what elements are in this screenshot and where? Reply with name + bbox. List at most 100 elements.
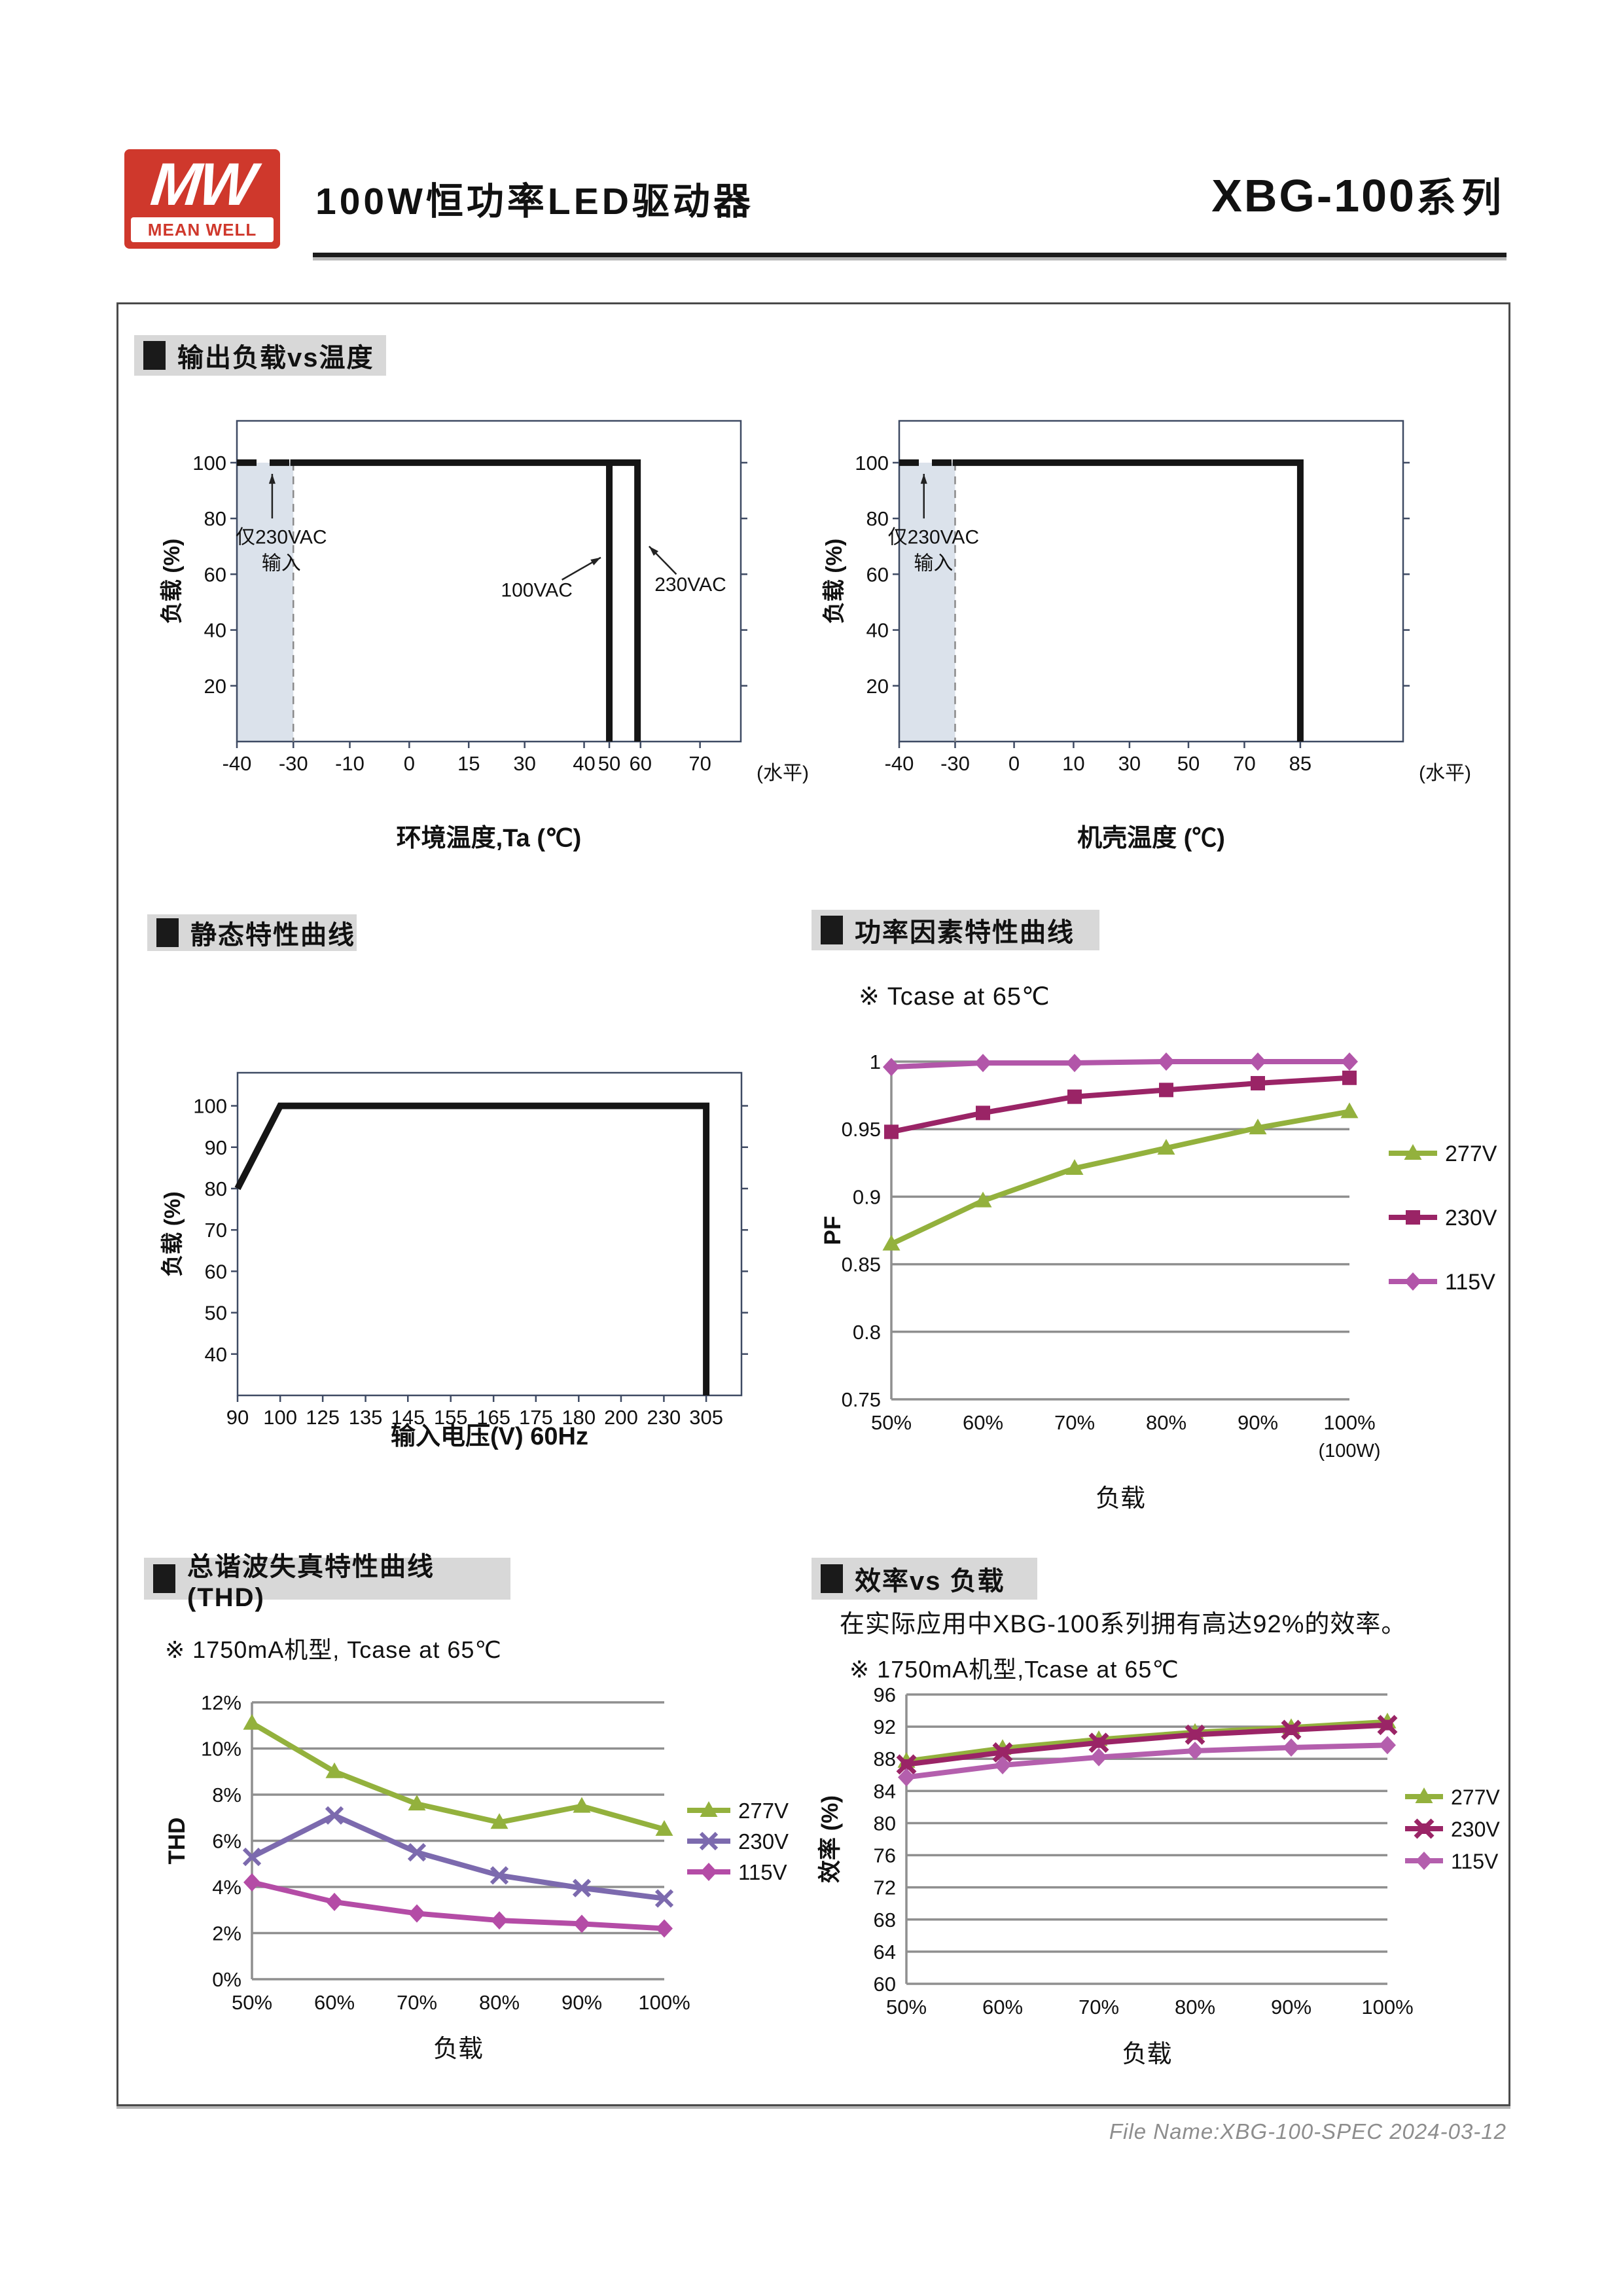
chart-static-characteristic: 40 50 60 70 80 90 100 90 100 125 135 145 155 165 175 18… xyxy=(160,1071,748,1450)
x-tick-label: 80% xyxy=(1146,1411,1186,1434)
series-marker xyxy=(896,1754,917,1775)
section-header-output-load-vs-temp: 输出负载vs温度 xyxy=(134,335,386,376)
section-label: 效率vs 负载 xyxy=(855,1567,1005,1596)
y-tick-label: 84 xyxy=(874,1780,896,1803)
series-marker xyxy=(1159,1083,1173,1098)
x-tick-label: 0 xyxy=(1008,752,1020,775)
series-marker xyxy=(1249,1052,1266,1071)
y-tick-label: 12% xyxy=(201,1691,241,1714)
y-tick-label: 60 xyxy=(205,1260,227,1283)
series-marker xyxy=(882,1234,901,1251)
x-tick-label: 155 xyxy=(434,1406,468,1429)
series-marker xyxy=(699,1831,719,1851)
y-tick-label: 0.9 xyxy=(853,1185,881,1208)
series-line-277V xyxy=(250,1721,666,1832)
series-title: XBG-100系列 xyxy=(1211,165,1507,223)
series-marker xyxy=(1341,1052,1358,1071)
legend-label: 115V xyxy=(738,1860,787,1884)
y-tick-label: 0.75 xyxy=(842,1388,881,1411)
logo-brand-text: MEAN WELL xyxy=(131,217,274,242)
series-marker xyxy=(408,1904,425,1923)
x-tick-label: 165 xyxy=(476,1406,510,1429)
x-tick-label: 145 xyxy=(391,1406,425,1429)
legend-label: 277V xyxy=(738,1799,789,1823)
y-tick-label: 60 xyxy=(204,563,226,586)
series-marker xyxy=(243,1713,261,1730)
series-marker xyxy=(1186,1741,1204,1760)
x-tick-label: 80% xyxy=(1175,1996,1215,2018)
series-marker xyxy=(1249,1119,1267,1135)
y-tick-label: 10% xyxy=(201,1738,241,1761)
section-header-thd: 总谐波失真特性曲线(THD) xyxy=(144,1552,510,1612)
header-rule xyxy=(313,253,1507,257)
x-tick-label: 50% xyxy=(232,1991,272,2014)
y-tick-label: 80 xyxy=(874,1812,896,1835)
plot-frame xyxy=(236,1071,743,1397)
shaded-region xyxy=(237,462,294,742)
series-marker xyxy=(883,1058,900,1077)
x-tick-label: 40 xyxy=(573,752,595,775)
x-tick-label: 100% xyxy=(1361,1996,1413,2018)
series-marker xyxy=(654,1889,674,1908)
section-header-static-characteristic: 静态特性曲线 xyxy=(147,914,357,951)
series-line-230V xyxy=(891,1075,1350,1135)
derating-line xyxy=(290,459,641,742)
series-marker xyxy=(407,1843,427,1862)
y-tick-label: 0.95 xyxy=(842,1118,881,1141)
x-axis-label: 负载 xyxy=(1096,1485,1145,1513)
y-tick-label: 6% xyxy=(212,1830,241,1853)
x-tick-label: 90% xyxy=(562,1991,602,2014)
y-tick-label: 8% xyxy=(212,1784,241,1806)
x-tick-label: -40 xyxy=(223,752,252,775)
annotation-text: 230VAC xyxy=(654,574,726,596)
y-tick-label: 2% xyxy=(212,1922,241,1945)
x-tick-label: 30 xyxy=(513,752,535,775)
chart-thd-vs-load: 0% 2% 4% 6% 8% 10% 12% 50% 60% 70% 80% 90% 100% 277V 2… xyxy=(164,1691,789,2063)
section-header-power-factor: 功率因素特性曲线 xyxy=(812,910,1099,950)
series-marker xyxy=(1066,1054,1083,1073)
legend-label: 230V xyxy=(738,1829,789,1854)
x-tick-label: 90% xyxy=(1238,1411,1278,1434)
series-marker xyxy=(243,1873,260,1892)
series-marker xyxy=(656,1919,673,1938)
series-marker xyxy=(1281,1719,1302,1740)
x-tick-label: 60% xyxy=(982,1996,1023,2018)
footer-filename: File Name:XBG-100-SPEC 2024-03-12 xyxy=(1109,2119,1507,2144)
x-tick-label: 90 xyxy=(226,1406,249,1429)
series-marker xyxy=(408,1795,426,1811)
series-marker xyxy=(992,1742,1013,1763)
section-header-efficiency: 效率vs 负载 xyxy=(812,1558,1037,1600)
logo-mw-text: MW xyxy=(147,151,257,218)
y-tick-label: 0% xyxy=(212,1968,241,1991)
series-line-277V xyxy=(890,1109,1350,1247)
y-tick-label: 92 xyxy=(874,1715,896,1738)
x-tick-label: 100% xyxy=(638,1991,690,2014)
series-marker xyxy=(700,1863,717,1881)
x-tick-label: 0 xyxy=(404,752,415,775)
legend-label: 230V xyxy=(1445,1206,1497,1230)
series-marker xyxy=(1067,1089,1082,1104)
y-axis-label: 负载 (%) xyxy=(160,1191,185,1276)
series-marker xyxy=(490,1866,509,1885)
x-tick-label: 70% xyxy=(1054,1411,1095,1434)
y-tick-label: 0.8 xyxy=(853,1321,881,1344)
x-tick-label: 50% xyxy=(886,1996,927,2018)
series-line-115V xyxy=(891,1059,1349,1070)
y-tick-label: 40 xyxy=(205,1343,227,1366)
section-square-icon xyxy=(821,1564,843,1593)
legend-label: 277V xyxy=(1445,1141,1497,1166)
derating-line xyxy=(952,459,1304,742)
x-tick-label: -30 xyxy=(279,752,308,775)
x-tick-label: -40 xyxy=(885,752,914,775)
y-tick-label: 68 xyxy=(874,1909,896,1931)
section-square-icon xyxy=(156,918,179,947)
x-axis-label: 负载 xyxy=(433,2036,483,2063)
y-tick-label: 96 xyxy=(874,1683,896,1706)
series-marker xyxy=(326,1892,343,1911)
section-square-icon xyxy=(821,916,843,944)
y-tick-label: 72 xyxy=(874,1876,896,1899)
x-tick-label: 230 xyxy=(647,1406,681,1429)
chart-power-factor-vs-load: 0.75 0.8 0.85 0.9 0.95 1 50% 60% 70% 80% 90% 100% (1… xyxy=(820,1050,1497,1513)
